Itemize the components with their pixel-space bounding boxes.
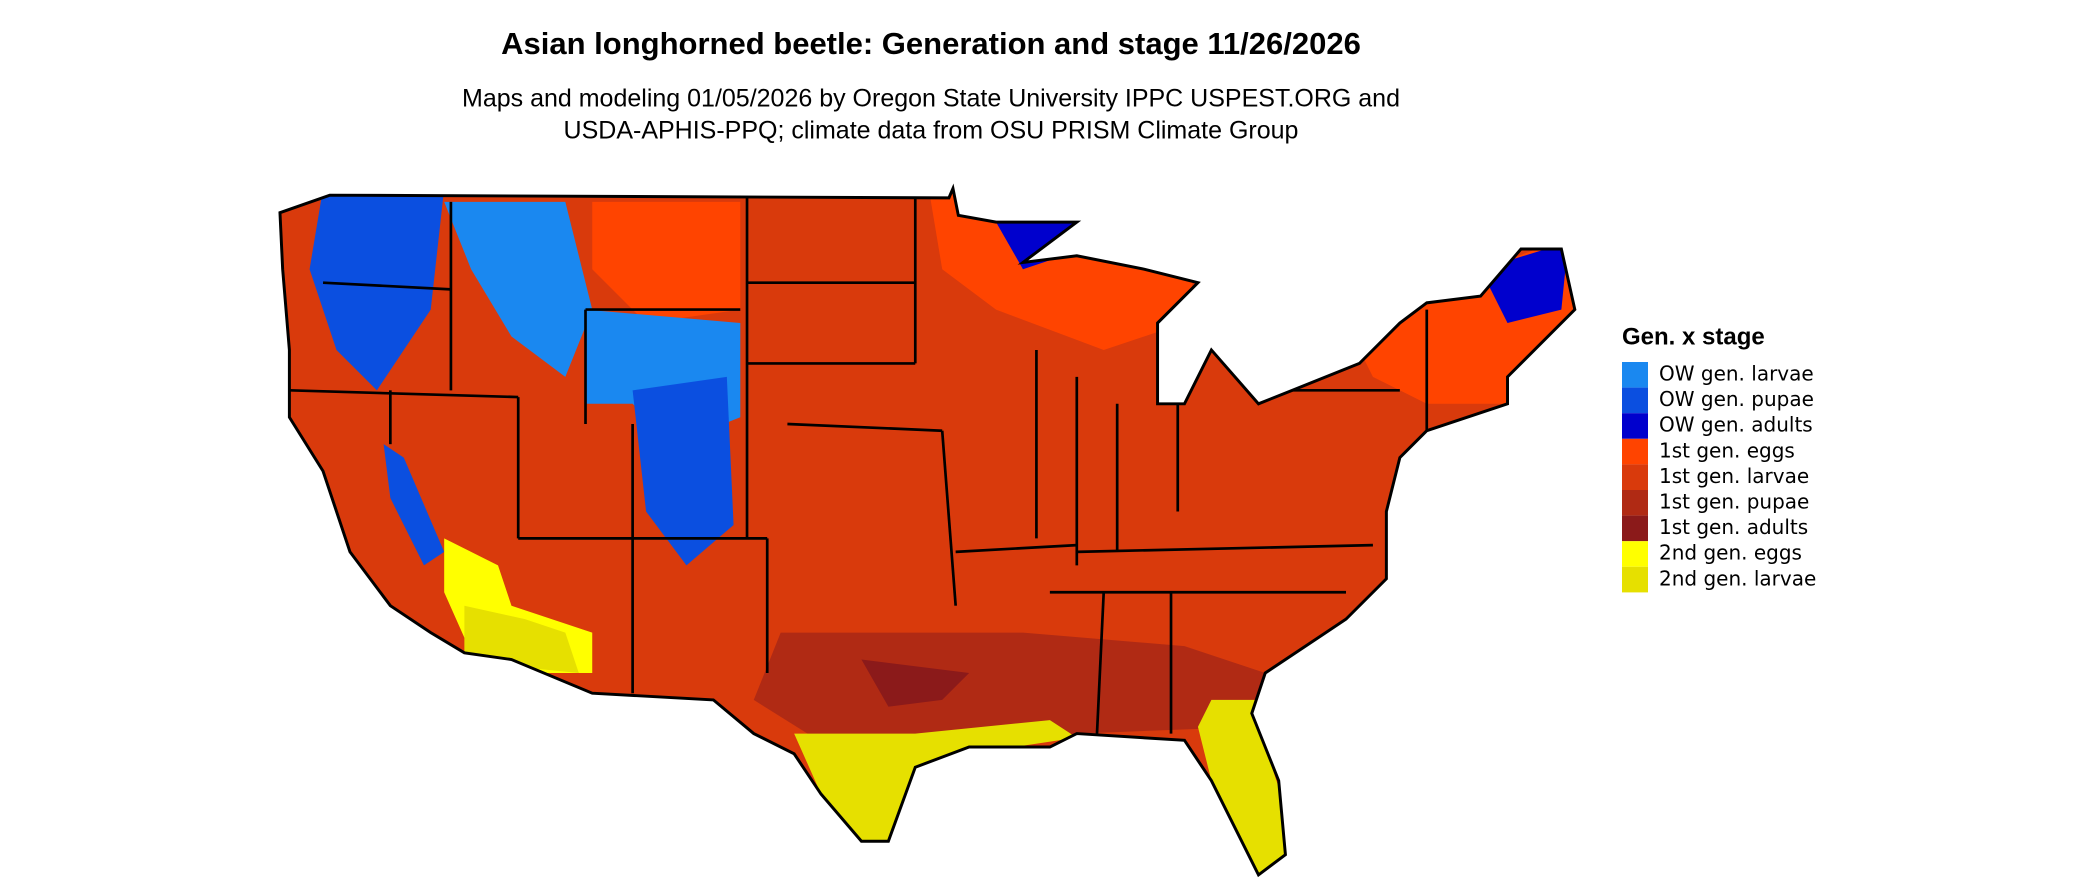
state-border	[1095, 592, 1106, 734]
legend-label: 1st gen. pupae	[1659, 490, 1809, 514]
legend-label: 1st gen. adults	[1659, 515, 1808, 539]
region	[861, 659, 970, 707]
legend-swatch	[1622, 362, 1648, 388]
region	[1197, 699, 1286, 875]
legend-label: 1st gen. larvae	[1659, 464, 1809, 488]
country-outline	[278, 183, 1577, 878]
region	[279, 188, 1575, 875]
legend-label: OW gen. adults	[1659, 413, 1813, 437]
subtitle: USDA-APHIS-PPQ; climate data from OSU PR…	[564, 117, 1299, 145]
region	[309, 188, 445, 391]
legend-swatch	[1622, 566, 1648, 593]
legend-label: 2nd gen. eggs	[1659, 541, 1802, 565]
legend-swatch	[1622, 438, 1648, 465]
region	[383, 444, 445, 566]
legend-label: 1st gen. eggs	[1659, 438, 1795, 462]
legend-label: 2nd gen. larvae	[1659, 566, 1816, 590]
legend-swatch	[1622, 515, 1648, 542]
state-border	[322, 281, 451, 291]
region	[632, 376, 734, 566]
legend-swatch	[1622, 541, 1648, 567]
legend-swatch	[1622, 464, 1648, 490]
legend-title: Gen. x stage	[1622, 323, 1765, 350]
legend-swatch	[1622, 490, 1648, 516]
map	[279, 188, 1575, 875]
title: Asian longhorned beetle: Generation and …	[501, 26, 1361, 61]
state-border	[940, 430, 958, 606]
map-layer	[279, 188, 1575, 875]
legend-swatch	[1622, 413, 1648, 439]
legend-label: OW gen. pupae	[1659, 387, 1814, 411]
state-border	[1076, 543, 1373, 554]
subtitle: Maps and modeling 01/05/2026 by Oregon S…	[462, 85, 1400, 113]
region	[794, 720, 1077, 842]
legend-swatch	[1622, 387, 1648, 414]
state-border	[955, 543, 1077, 554]
region	[592, 201, 741, 324]
region	[444, 201, 593, 377]
legend-label: OW gen. larvae	[1659, 362, 1814, 386]
state-border	[787, 422, 943, 433]
state-border	[289, 388, 519, 399]
